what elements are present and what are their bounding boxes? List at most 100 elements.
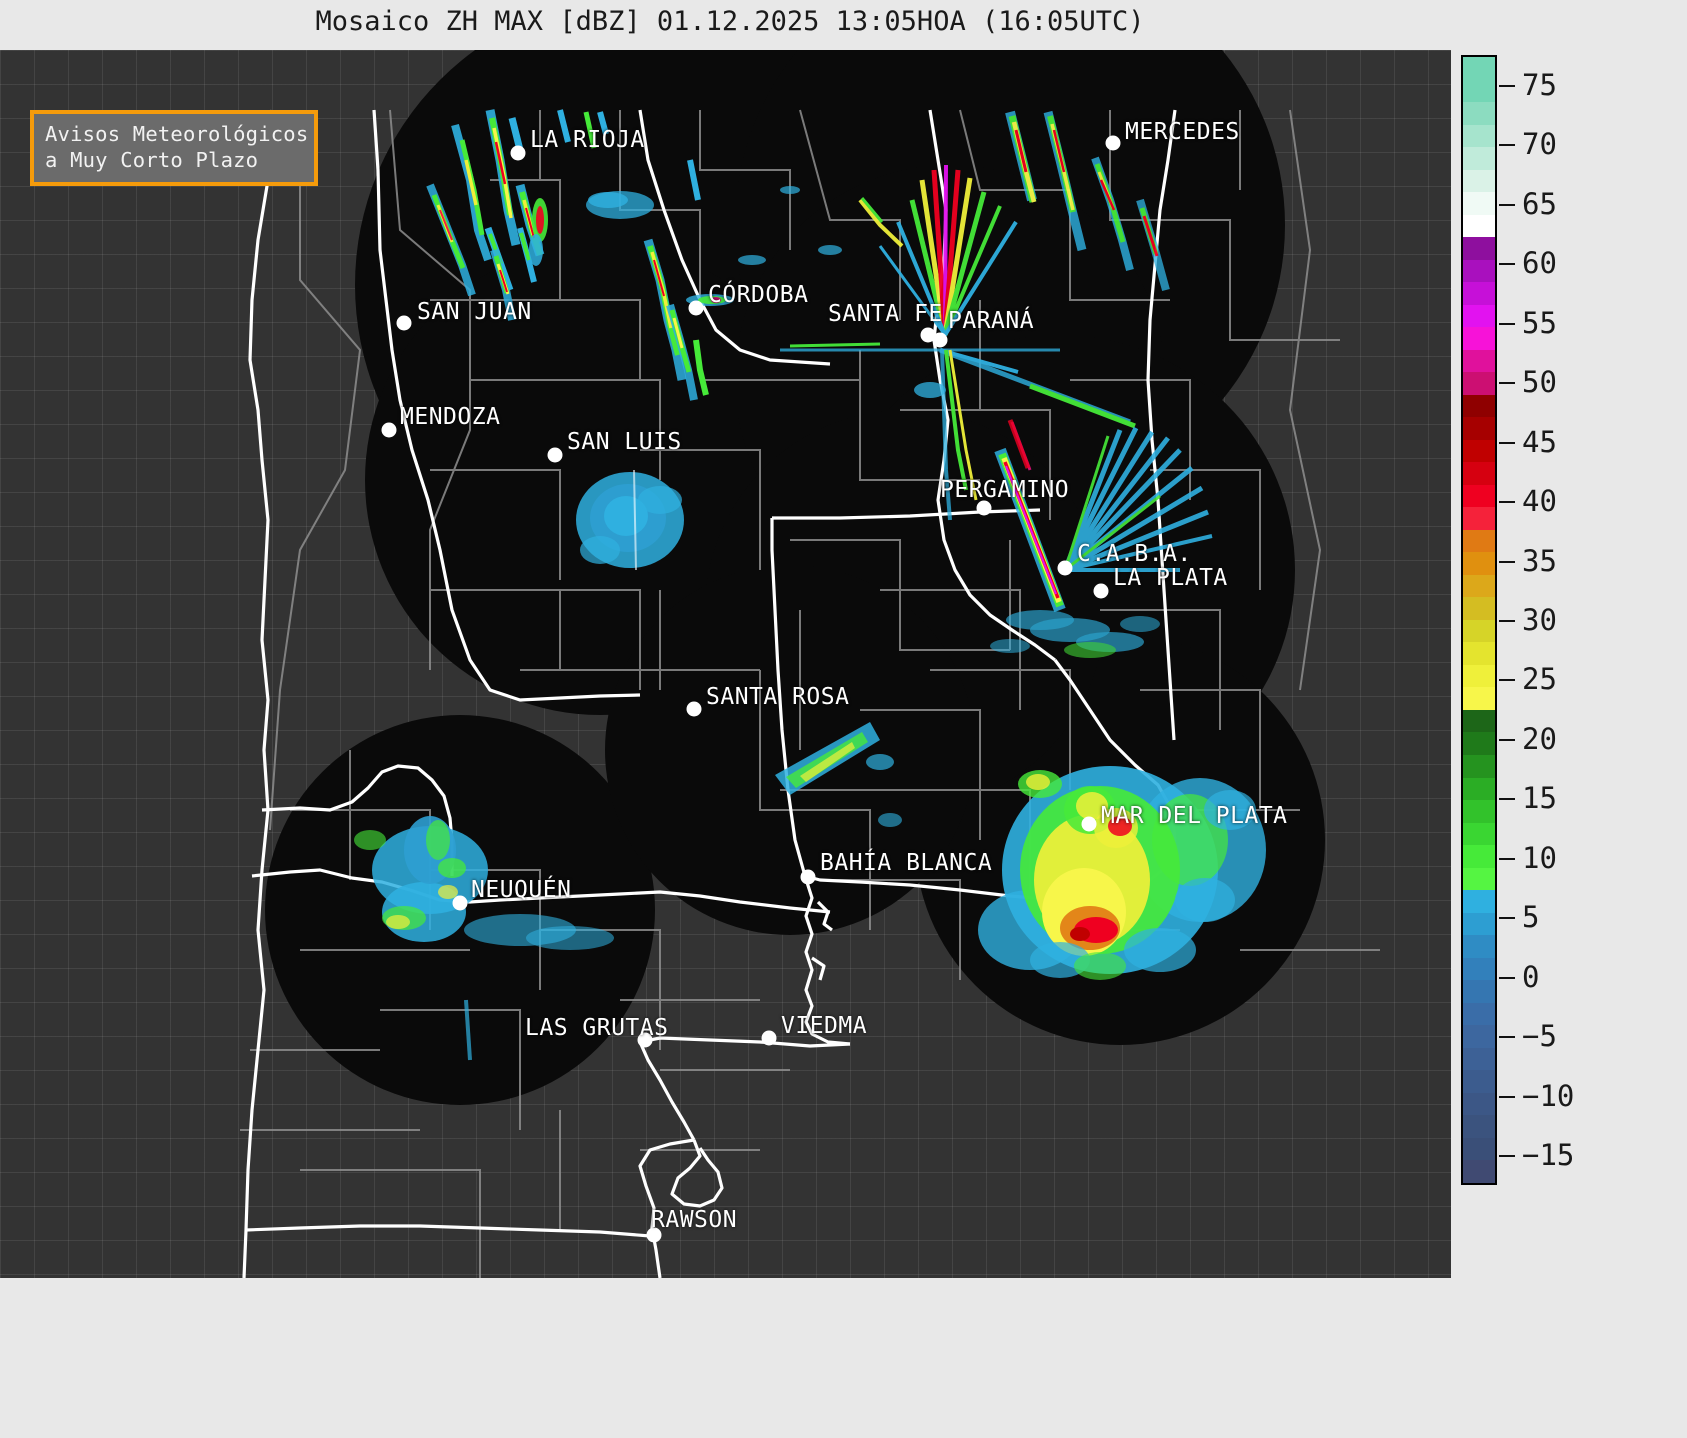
colorbar-swatch [1463, 912, 1495, 936]
colorbar-tick-label: 75 [1522, 67, 1557, 102]
colorbar-tick-label: 40 [1522, 484, 1557, 519]
province-boundaries [240, 109, 1380, 1278]
colorbar-tick [1499, 322, 1515, 325]
colorbar-tick [1499, 560, 1515, 563]
colorbar-swatch [1463, 439, 1495, 463]
colorbar-swatch [1463, 304, 1495, 328]
colorbar-swatch [1463, 192, 1495, 215]
colorbar-swatch [1463, 664, 1495, 688]
colorbar-tick-label: −10 [1522, 1078, 1575, 1113]
colorbar-swatch [1463, 327, 1495, 350]
colorbar-swatch [1463, 800, 1495, 823]
colorbar-swatch [1463, 619, 1495, 643]
colorbar-tick [1499, 1155, 1515, 1158]
colorbar-tick-label: 60 [1522, 246, 1557, 281]
colorbar-swatch [1463, 980, 1495, 1003]
colorbar-tick-label: 70 [1522, 127, 1557, 162]
colorbar-tick-label: 45 [1522, 424, 1557, 459]
colorbar-tick [1499, 263, 1515, 266]
colorbar-tick-label: 35 [1522, 543, 1557, 578]
colorbar-swatch [1463, 642, 1495, 665]
colorbar-swatch [1463, 507, 1495, 530]
echo-cluster-san-luis [576, 469, 684, 571]
colorbar-swatch [1463, 529, 1495, 553]
colorbar-swatch [1463, 349, 1495, 373]
colorbar-tick-label: 5 [1522, 900, 1540, 935]
colorbar-tick-label: 0 [1522, 959, 1540, 994]
echo-cluster-cordoba [586, 159, 842, 401]
colorbar-tick [1499, 976, 1515, 979]
colorbar-swatch [1463, 57, 1495, 80]
colorbar-swatch [1463, 1137, 1495, 1161]
colorbar-swatch [1463, 709, 1495, 733]
colorbar-swatch [1463, 462, 1495, 485]
colorbar-tick-label: 20 [1522, 721, 1557, 756]
colorbar-tick-label: 55 [1522, 305, 1557, 340]
colorbar-tick [1499, 382, 1515, 385]
colorbar-tick [1499, 620, 1515, 622]
colorbar-tick-label: 15 [1522, 781, 1557, 816]
colorbar-swatch [1463, 282, 1495, 305]
colorbar-swatch [1463, 754, 1495, 778]
colorbar-tick-label: 25 [1522, 662, 1557, 697]
colorbar-swatch [1463, 732, 1495, 755]
colorbar-swatch [1463, 845, 1495, 868]
colorbar-swatch [1463, 1002, 1495, 1026]
echo-cluster-san-juan [490, 198, 548, 321]
colorbar-swatch [1463, 890, 1495, 913]
colorbar-gradient [1461, 55, 1497, 1185]
colorbar-swatch [1463, 867, 1495, 891]
colorbar-tick [1499, 84, 1515, 87]
colorbar-swatch [1463, 777, 1495, 801]
echo-cluster-pergamino [994, 419, 1066, 613]
echo-cluster-neuquen [354, 816, 614, 1061]
echo-cluster-bahia-blanca [775, 722, 902, 827]
warning-line-2: a Muy Corto Plazo [45, 148, 259, 173]
radar-map-panel[interactable]: Avisos Meteorológicos a Muy Corto Plazo … [0, 50, 1451, 1278]
colorbar-tick-label: 65 [1522, 186, 1557, 221]
colorbar-swatch [1463, 147, 1495, 170]
colorbar-tick [1499, 857, 1515, 860]
map-vector-layer [240, 50, 1380, 1278]
colorbar-tick-label: −5 [1522, 1019, 1557, 1054]
colorbar-swatch [1463, 102, 1495, 125]
colorbar-swatch [1463, 822, 1495, 846]
colorbar-tick-label: 30 [1522, 603, 1557, 637]
colorbar-tick [1499, 679, 1515, 682]
echo-cluster-santa-fe-spikes [780, 110, 1170, 521]
colorbar-swatch [1463, 574, 1495, 598]
colorbar-swatch [1463, 259, 1495, 283]
echo-cluster-mar-del-plata [978, 766, 1266, 980]
footer-logos: Servicio Meteorológico Nacional Argentin… [0, 1278, 1687, 1438]
colorbar-tick [1499, 798, 1515, 801]
colorbar-tick-label: 50 [1522, 365, 1557, 400]
colorbar-swatch [1463, 394, 1495, 418]
colorbar-swatch [1463, 1160, 1495, 1183]
colorbar-swatch [1463, 237, 1495, 260]
echo-cluster-caba [990, 426, 1213, 658]
colorbar-tick [1499, 1036, 1515, 1039]
colorbar-swatch [1463, 597, 1495, 620]
colorbar-tick [1499, 203, 1515, 206]
warning-line-1: Avisos Meteorológicos [45, 122, 309, 146]
radar-echo-layer [354, 109, 1266, 1061]
colorbar-tick [1499, 1095, 1515, 1098]
colorbar-tick [1499, 501, 1515, 504]
colorbar-swatch [1463, 372, 1495, 395]
colorbar-swatch [1463, 1025, 1495, 1048]
colorbar-tick [1499, 917, 1515, 920]
colorbar-swatch [1463, 79, 1495, 103]
warning-box[interactable]: Avisos Meteorológicos a Muy Corto Plazo [30, 110, 318, 187]
colorbar-tick [1499, 144, 1515, 147]
colorbar-swatch [1463, 214, 1495, 238]
colorbar-swatch [1463, 1070, 1495, 1093]
colorbar-swatch [1463, 935, 1495, 958]
colorbar-tick [1499, 441, 1515, 444]
colorbar: 75 70 65 60 55 50 45 40 35 30 25 20 15 10 5 0 −5 −10 −15 [1458, 50, 1687, 1278]
colorbar-tick [1499, 738, 1515, 741]
colorbar-tick-label: 10 [1522, 840, 1557, 875]
colorbar-swatch [1463, 1115, 1495, 1138]
colorbar-swatch [1463, 687, 1495, 710]
colorbar-swatch [1463, 1047, 1495, 1071]
